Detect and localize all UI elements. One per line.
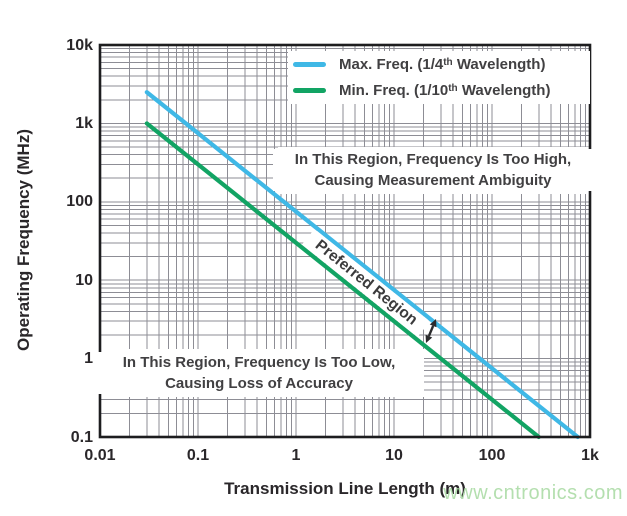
x-tick-label: 0.01 <box>84 447 116 464</box>
y-tick-label: 10k <box>66 36 93 54</box>
legend: Max. Freq. (1/4th Wavelength) Min. Freq.… <box>288 51 590 104</box>
x-tick-label: 1k <box>581 447 599 464</box>
watermark: www.cntronics.com <box>443 482 623 504</box>
y-axis-title: Operating Frequency (MHz) <box>14 129 33 351</box>
annotation-too-low-line1: In This Region, Frequency Is Too Low, <box>122 354 396 371</box>
x-tick-label: 10 <box>385 447 403 464</box>
max-freq-line-swatch <box>293 61 326 67</box>
legend-item-max-freq: Max. Freq. (1/4th Wavelength) <box>288 51 590 77</box>
y-tick-label: 10 <box>75 271 93 289</box>
annotation-too-high-line2: Causing Measurement Ambiguity <box>314 172 552 189</box>
y-tick-label: 100 <box>66 193 93 211</box>
legend-label-max-freq: Max. Freq. (1/4th Wavelength) <box>339 55 546 73</box>
min-freq-line-swatch <box>293 87 326 93</box>
x-axis-title: Transmission Line Length (m) <box>224 479 466 498</box>
legend-item-min-freq: Min. Freq. (1/10th Wavelength) <box>288 77 590 103</box>
x-tick-label: 100 <box>478 447 506 464</box>
legend-label-min-freq: Min. Freq. (1/10th Wavelength) <box>339 81 551 99</box>
annotation-too-low: In This Region, Frequency Is Too Low, Ca… <box>98 352 420 394</box>
y-tick-label: 1k <box>75 114 93 132</box>
double-arrow-icon <box>425 319 437 343</box>
annotation-too-high-line1: In This Region, Frequency Is Too High, <box>294 151 572 168</box>
annotation-too-high: In This Region, Frequency Is Too High, C… <box>273 149 593 191</box>
max-freq-line <box>144 90 580 440</box>
annotation-too-low-line2: Causing Loss of Accuracy <box>165 375 353 392</box>
plot-border <box>98 43 592 439</box>
min-freq-line <box>144 121 541 440</box>
y-tick-label: 1 <box>84 350 93 368</box>
y-tick-label: 0.1 <box>70 428 93 446</box>
x-tick-label: 0.1 <box>186 447 210 464</box>
x-tick-label: 1 <box>291 447 301 464</box>
